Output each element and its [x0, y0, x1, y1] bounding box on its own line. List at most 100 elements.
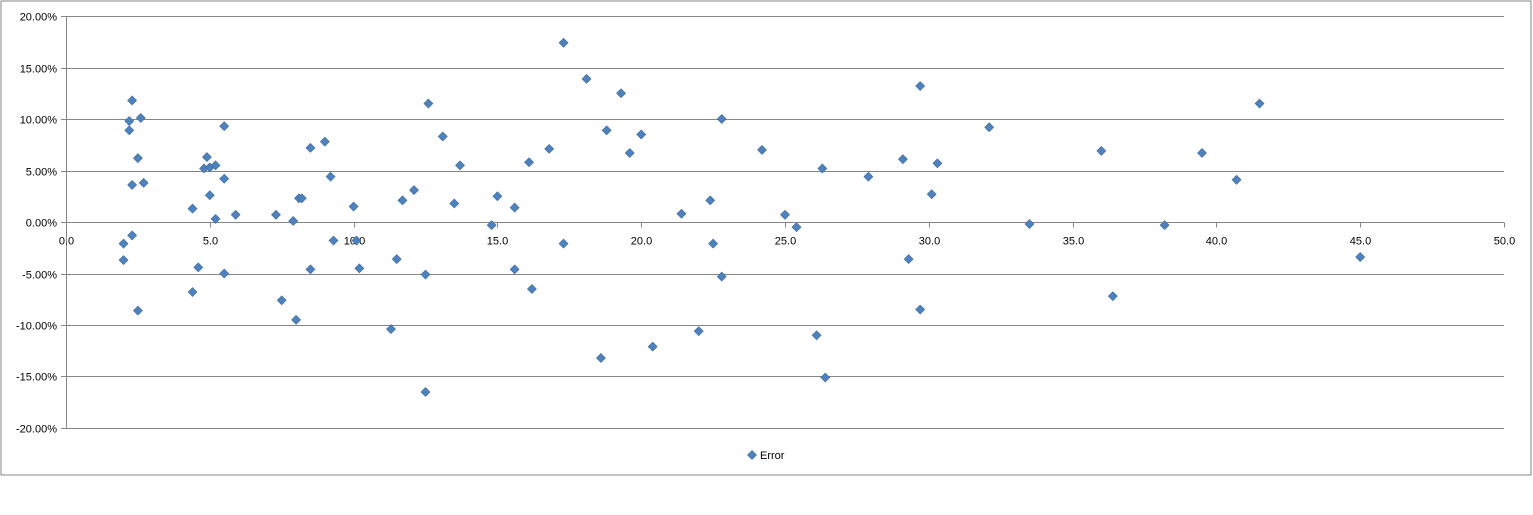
data-point [449, 198, 460, 209]
data-point [187, 203, 198, 214]
data-point [187, 287, 198, 297]
y-tick-label: -5.00% [22, 270, 57, 282]
x-tick-label: 30.0 [919, 236, 940, 248]
x-tick-label: 20.0 [631, 236, 652, 248]
data-point [636, 129, 647, 140]
data-point [348, 201, 359, 212]
x-tick-label: 40.0 [1206, 236, 1227, 248]
data-point [780, 209, 790, 220]
data-point [581, 73, 592, 84]
x-tick-label: 15.0 [487, 236, 508, 248]
data-point [693, 326, 704, 337]
data-point [811, 330, 822, 341]
x-tick-label: 0.0 [59, 236, 74, 248]
data-point [558, 238, 569, 249]
data-point [509, 202, 520, 213]
data-point [201, 152, 212, 163]
data-point [124, 125, 135, 136]
x-tick-label: 25.0 [775, 236, 796, 248]
y-tick-label: -15.00% [16, 372, 57, 384]
data-point [708, 238, 719, 249]
data-point [325, 171, 336, 182]
data-point [305, 142, 316, 153]
data-point [288, 216, 299, 226]
data-point [132, 305, 143, 316]
data-point [716, 114, 727, 124]
data-point [1355, 252, 1366, 262]
data-point [135, 113, 146, 123]
x-tick-label: 45.0 [1350, 236, 1371, 248]
data-point [210, 160, 221, 171]
data-point [863, 171, 874, 182]
data-point [127, 179, 138, 190]
data-point [118, 238, 129, 249]
data-point [386, 324, 396, 335]
data-point [219, 173, 230, 184]
data-point [118, 255, 129, 266]
data-point [354, 263, 365, 274]
data-point [1096, 146, 1107, 156]
data-points [118, 37, 1366, 397]
data-point [526, 284, 537, 294]
data-point [291, 314, 302, 325]
data-point [391, 254, 402, 265]
data-point [601, 125, 612, 136]
data-point [351, 235, 362, 246]
x-tick-label: 5.0 [203, 236, 218, 248]
data-point [455, 160, 465, 171]
y-tick-label: 20.00% [20, 12, 58, 24]
data-point [420, 387, 431, 397]
data-point [230, 209, 241, 220]
data-point [1107, 291, 1118, 302]
data-point [409, 185, 419, 195]
gridlines [66, 16, 1504, 429]
data-point [616, 88, 626, 99]
data-point [420, 269, 431, 280]
y-tick-label: 10.00% [20, 115, 58, 127]
data-point [328, 235, 339, 246]
y-tick-label: -10.00% [16, 321, 57, 333]
data-point [757, 144, 767, 155]
data-point [820, 372, 831, 383]
data-point [932, 158, 943, 169]
data-point [624, 148, 635, 158]
data-point [132, 153, 143, 164]
y-tick-label: 15.00% [20, 64, 58, 76]
x-tick-label: 50.0 [1494, 236, 1515, 248]
data-point [705, 195, 716, 206]
data-point [544, 143, 555, 154]
data-point [486, 220, 497, 231]
y-tick-label: -20.00% [16, 424, 57, 436]
data-point [558, 37, 569, 48]
data-point [1197, 148, 1207, 158]
data-point [1024, 219, 1035, 229]
data-point [903, 254, 914, 265]
data-point [647, 341, 658, 352]
data-point [305, 264, 316, 275]
data-point [1254, 98, 1265, 109]
data-point [219, 268, 230, 279]
data-point [984, 122, 995, 133]
data-point [716, 271, 727, 282]
data-point [193, 262, 204, 273]
data-point [437, 131, 448, 142]
data-point [276, 295, 287, 306]
data-point [817, 163, 828, 174]
data-point [492, 191, 503, 202]
data-point [791, 222, 802, 233]
data-point [926, 189, 937, 200]
data-point [897, 154, 908, 165]
data-point [676, 208, 687, 219]
data-point [509, 264, 520, 275]
x-tick-label: 35.0 [1063, 236, 1084, 248]
data-point [319, 136, 330, 147]
data-point [210, 213, 221, 224]
data-point [524, 157, 534, 168]
chart-area-border [0, 0, 1532, 476]
data-point [915, 304, 926, 315]
axes [61, 16, 1505, 429]
data-point [219, 121, 230, 132]
data-point [397, 195, 408, 206]
